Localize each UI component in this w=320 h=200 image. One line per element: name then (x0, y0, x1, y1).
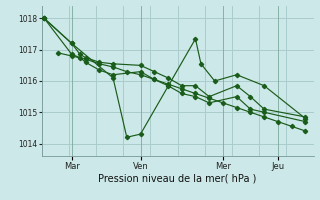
X-axis label: Pression niveau de la mer( hPa ): Pression niveau de la mer( hPa ) (99, 173, 257, 183)
